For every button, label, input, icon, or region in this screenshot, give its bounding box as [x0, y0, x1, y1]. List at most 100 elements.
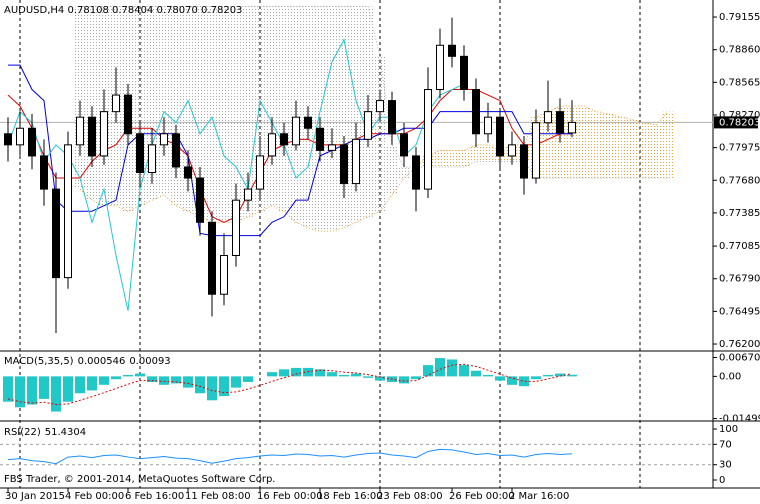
macd-bar [243, 376, 253, 382]
candle-body [160, 133, 168, 146]
macd-bar [543, 374, 553, 377]
y-tick-label: 0.78565 [719, 77, 760, 88]
candle-body [100, 111, 108, 157]
macd-bar [135, 373, 145, 377]
macd-bar [267, 372, 277, 377]
cloud-segment [266, 6, 278, 206]
candle-body [76, 116, 84, 146]
macd-bar [159, 376, 169, 385]
macd-bar [171, 376, 181, 384]
cloud-segment [626, 119, 638, 179]
macd-bar [399, 376, 409, 384]
macd-bar [555, 373, 565, 377]
cloud-segment [650, 124, 662, 179]
macd-bar [327, 372, 337, 377]
candle-body [232, 199, 240, 257]
macd-bar [183, 376, 193, 388]
candle-body [280, 133, 288, 146]
cloud-segment [638, 122, 650, 179]
candle-body [208, 221, 216, 295]
x-tick-label: 23 Feb 08:00 [377, 491, 443, 502]
y-tick-label: -0.014994 [719, 414, 760, 425]
cloud-segment [398, 166, 410, 179]
macd-bar [447, 359, 457, 377]
macd-bar [519, 376, 529, 387]
candle-body [316, 127, 324, 151]
candle-body [136, 133, 144, 174]
cloud-segment [434, 150, 446, 167]
macd-bar [207, 376, 217, 401]
candle-body [364, 111, 372, 140]
y-tick-label: 0.78270 [719, 110, 760, 121]
cloud-segment [230, 6, 242, 223]
y-tick-label: 100 [719, 424, 738, 435]
candle-body [436, 44, 444, 91]
macd-bar [459, 365, 469, 377]
x-tick-label: 2 Mar 16:00 [509, 491, 569, 502]
y-tick-label: 0.00 [719, 371, 741, 382]
candle-body [256, 155, 264, 190]
panel-label: MACD(5,35,5) 0.000546 0.00093 [4, 356, 171, 367]
candle-body [292, 116, 300, 146]
panel-label-part: 0.00093 [129, 356, 170, 367]
cloud-segment [86, 6, 98, 201]
panel-label-part: 51.4304 [45, 427, 86, 438]
cloud-segment [602, 113, 614, 179]
macd-bar [279, 369, 289, 377]
macd-bar [123, 374, 133, 377]
candle-body [304, 116, 312, 129]
x-tick-label: 26 Feb 00:00 [449, 491, 515, 502]
chart-title: AUDUSD,H4 0.78108 0.78404 0.78070 0.7820… [4, 5, 242, 16]
macd-bar [3, 376, 13, 402]
candle-body [400, 133, 408, 157]
macd-bar [375, 376, 385, 381]
cloud-segment [470, 144, 482, 162]
y-tick-label: 0.77680 [719, 175, 760, 186]
y-tick-label: 0.79155 [719, 12, 760, 23]
candle-body [388, 100, 396, 135]
y-tick-label: 0.76790 [719, 274, 760, 285]
y-tick-label: 30 [719, 460, 732, 471]
candle-body [220, 255, 228, 295]
cloud-segment [74, 6, 86, 190]
candle-body [532, 122, 540, 179]
cloud-segment [578, 106, 590, 179]
macd-bar [303, 367, 313, 377]
macd-bar [435, 358, 445, 377]
x-tick-label: 11 Feb 08:00 [185, 491, 251, 502]
macd-bar [507, 376, 517, 385]
candle-body [412, 155, 420, 190]
candle-body [340, 144, 348, 185]
y-tick-label: 0 [719, 475, 725, 486]
macd-bar [471, 370, 481, 377]
macd-bar [291, 367, 301, 377]
macd-bar [219, 376, 229, 397]
y-tick-label: 0.77085 [719, 241, 760, 252]
footer: FBS Trader, © 2001-2014, MetaQuotes Soft… [4, 474, 275, 485]
candle-body [184, 166, 192, 179]
macd-bar [351, 373, 361, 377]
candle-body [4, 133, 12, 146]
y-tick-label: 0.77385 [719, 208, 760, 219]
candle-body [64, 144, 72, 279]
candle-body [556, 111, 564, 134]
macd-bar [147, 376, 157, 382]
candle-body [124, 94, 132, 135]
panel-label: RSI(22) 51.4304 [4, 427, 86, 438]
macd-bar [339, 374, 349, 377]
candle-body [40, 155, 48, 190]
cloud-segment [542, 111, 554, 179]
candle-body [244, 188, 252, 201]
candle-body [544, 111, 552, 124]
macd-bar [411, 376, 421, 380]
panel-label-part: 0.000546 [78, 356, 126, 367]
candle-body [352, 138, 360, 185]
macd-bar [51, 376, 61, 412]
candle-body [268, 133, 276, 157]
candle-body [112, 94, 120, 113]
macd-bar [363, 376, 373, 378]
macd-bar [531, 376, 541, 380]
macd-bar [495, 376, 505, 381]
candle-body [148, 144, 156, 174]
cloud-segment [662, 111, 674, 179]
